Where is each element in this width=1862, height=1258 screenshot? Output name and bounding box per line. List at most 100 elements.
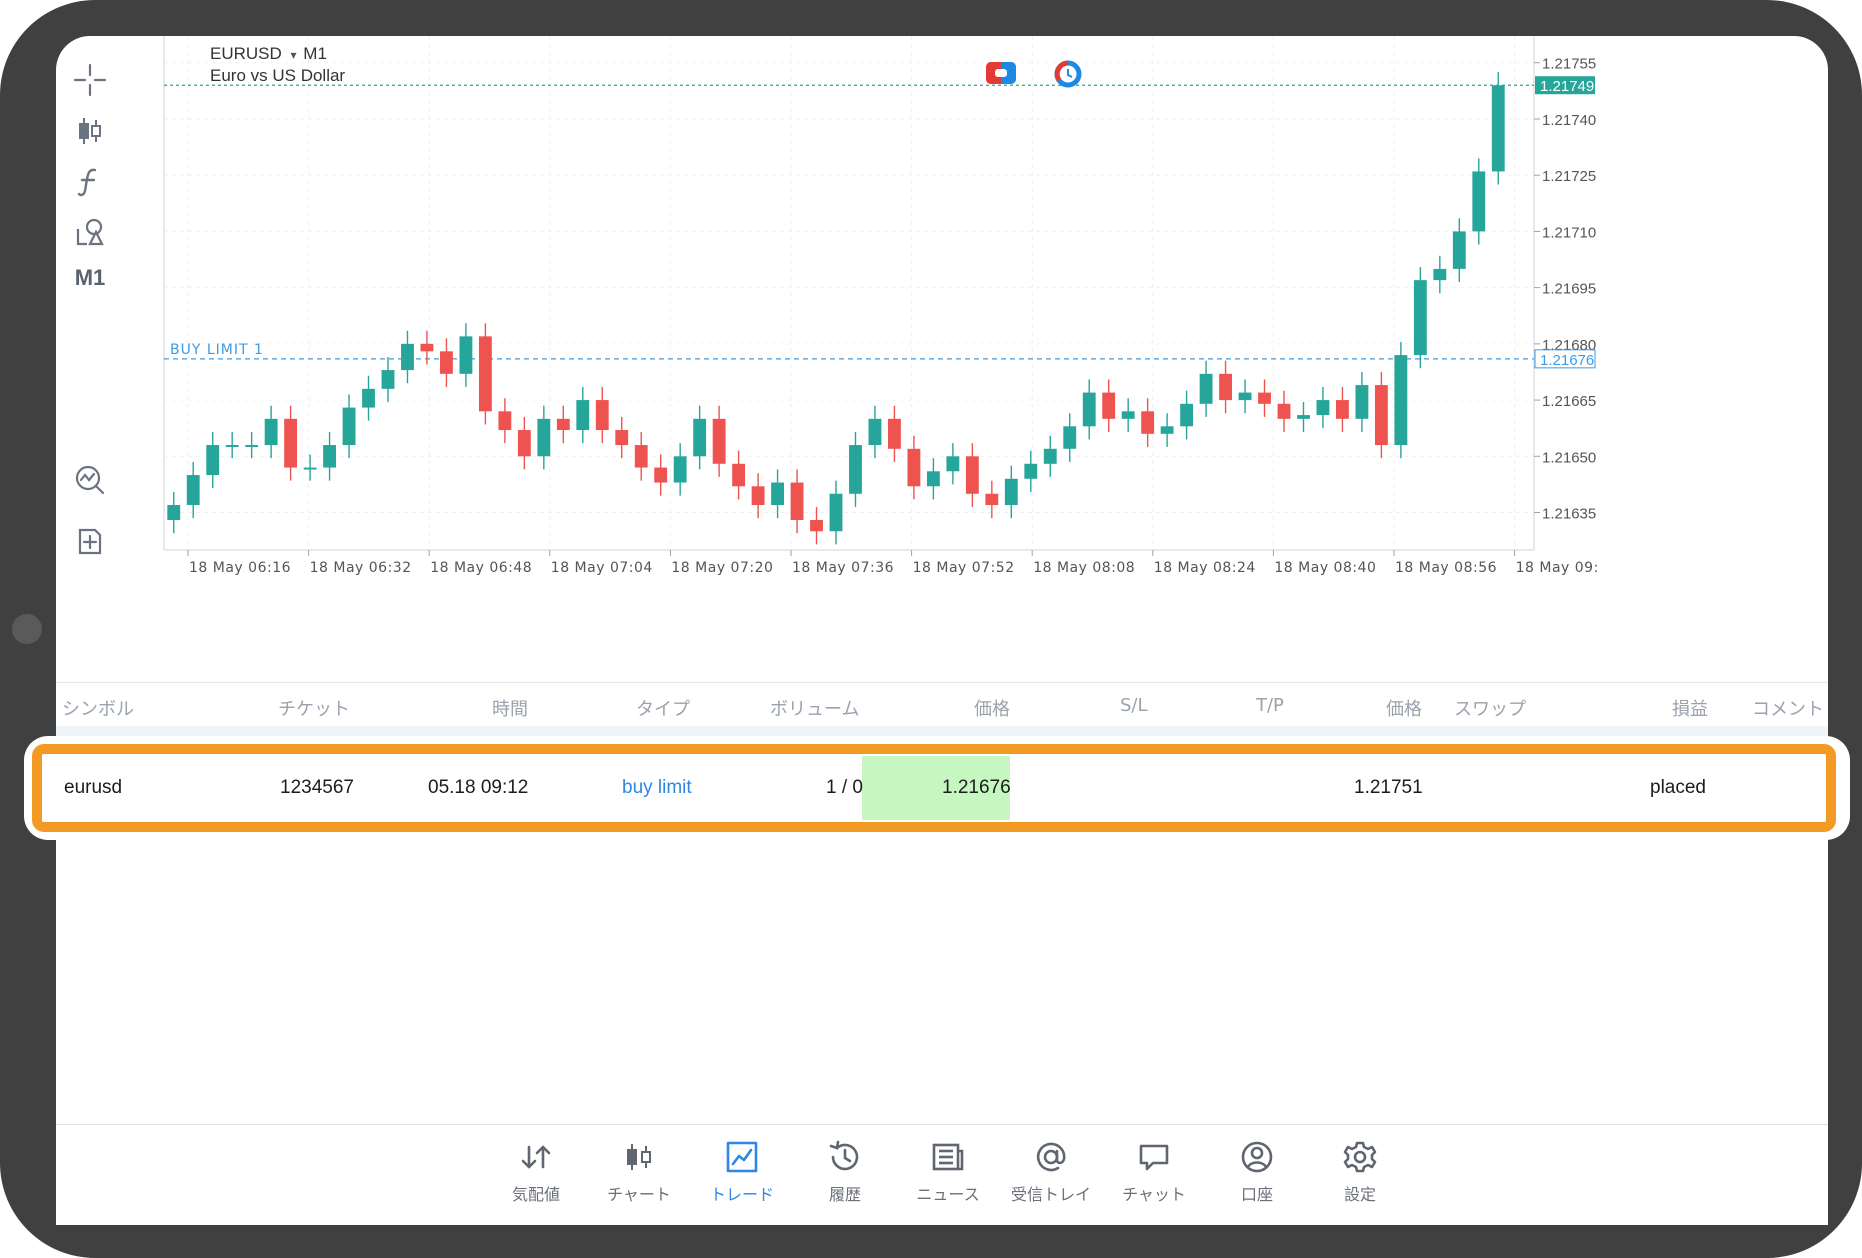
- bottom-navigation: 気配値 チャート トレード 履歴 ニュース 受信トレイ チャット 口座 設定: [56, 1124, 1828, 1225]
- symbol-name: EURUSD: [210, 44, 282, 63]
- order-current-price: 1.21751: [1354, 777, 1423, 798]
- col-ticket[interactable]: チケット: [278, 699, 350, 720]
- candle-body: [829, 493, 843, 532]
- device-camera-dot: [12, 614, 42, 644]
- x-tick-label: 18 May 07:36: [792, 560, 894, 576]
- candle-body: [790, 482, 804, 521]
- candle-body: [810, 520, 823, 532]
- candle-body: [907, 448, 921, 487]
- timeframe-label: M1: [74, 265, 106, 290]
- new-order-icon[interactable]: [68, 519, 112, 563]
- chart-type-icon[interactable]: [68, 109, 112, 153]
- order-time: 05.18 09:12: [428, 777, 529, 798]
- x-tick-label: 18 May 07:20: [671, 560, 773, 576]
- candle-body: [712, 418, 726, 464]
- col-current-price[interactable]: 価格: [1386, 699, 1422, 720]
- nav-chat[interactable]: チャット: [1104, 1125, 1204, 1225]
- y-tick-label: 1.21725: [1542, 168, 1596, 185]
- candle-body: [576, 400, 590, 431]
- candle-body: [1024, 463, 1038, 479]
- symbol-description: Euro vs US Dollar: [210, 66, 346, 85]
- candle-body: [517, 430, 531, 457]
- col-swap[interactable]: スワップ: [1454, 699, 1526, 720]
- nav-mailbox[interactable]: 受信トレイ: [1001, 1125, 1101, 1225]
- x-tick-label: 18 May 08:08: [1033, 560, 1135, 576]
- candle-body: [1316, 400, 1330, 416]
- x-tick-label: 18 May 07:04: [551, 560, 653, 576]
- indicators-icon[interactable]: [68, 160, 112, 204]
- col-time[interactable]: 時間: [492, 699, 528, 720]
- candle-body: [1102, 392, 1116, 419]
- symbol-dropdown-icon: ▾: [290, 48, 297, 62]
- candle-body: [1160, 426, 1174, 434]
- y-tick-label: 1.21635: [1542, 506, 1596, 523]
- candle-body: [556, 418, 570, 431]
- col-comment[interactable]: コメント: [1752, 699, 1824, 720]
- orders-table-header: シンボル チケット 時間 タイプ ボリューム 価格 S/L T/P 価格 スワッ…: [56, 682, 1828, 727]
- y-tick-label: 1.21665: [1542, 393, 1596, 410]
- current-price-label: 1.21749: [1540, 78, 1594, 95]
- candle-body: [1277, 403, 1291, 419]
- nav-settings[interactable]: 設定: [1310, 1125, 1410, 1225]
- app-screen: M1 BUY LIMIT 1 1.21755 1.21740 1.21725 1.21…: [56, 36, 1828, 1224]
- candle-body: [1413, 280, 1427, 356]
- col-price[interactable]: 価格: [974, 699, 1010, 720]
- candle-body: [965, 456, 979, 494]
- candle-body: [342, 407, 356, 446]
- candle-body: [186, 475, 200, 506]
- candle-body: [1082, 392, 1096, 427]
- candle-body: [401, 343, 414, 371]
- history-icon: [829, 1140, 859, 1171]
- candle-body: [1452, 231, 1466, 269]
- nav-quotes[interactable]: 気配値: [486, 1125, 586, 1225]
- timeframe-selector[interactable]: M1: [60, 256, 120, 300]
- crosshair-icon[interactable]: [68, 58, 112, 102]
- candle-body: [1258, 392, 1271, 404]
- col-tp[interactable]: T/P: [1256, 695, 1284, 716]
- candle-body: [167, 505, 181, 521]
- col-symbol[interactable]: シンボル: [62, 699, 134, 720]
- nav-account[interactable]: 口座: [1207, 1125, 1307, 1225]
- candle-body: [537, 418, 551, 457]
- candle-body: [1297, 415, 1310, 419]
- market-clock-icon[interactable]: [1054, 60, 1082, 88]
- price-chart[interactable]: BUY LIMIT 1 1.21755 1.21740 1.21725 1.21710…: [130, 36, 1828, 682]
- nav-trade[interactable]: トレード: [692, 1125, 792, 1225]
- nav-chat-label: チャット: [1122, 1185, 1186, 1204]
- candle-body: [985, 493, 999, 506]
- candle-body: [1141, 411, 1155, 434]
- candle-body: [1472, 171, 1486, 232]
- col-type[interactable]: タイプ: [636, 699, 690, 720]
- col-profit[interactable]: 損益: [1672, 699, 1708, 720]
- x-tick-label: 18 May 06:16: [189, 560, 291, 576]
- candle-body: [1238, 392, 1252, 401]
- y-tick-label: 1.21740: [1542, 112, 1596, 129]
- current-price-tag: [1535, 76, 1595, 95]
- nav-quotes-label: 気配値: [511, 1185, 560, 1204]
- candle-body: [1433, 268, 1447, 281]
- nav-news[interactable]: ニュース: [898, 1125, 998, 1225]
- nav-history[interactable]: 履歴: [795, 1125, 895, 1225]
- account-icon: [1241, 1141, 1273, 1173]
- x-tick-label: 18 May 06:32: [310, 560, 412, 576]
- objects-icon[interactable]: [68, 211, 112, 255]
- nav-mailbox-label: 受信トレイ: [1010, 1185, 1091, 1204]
- x-tick-label: 18 May 09:: [1516, 560, 1599, 576]
- order-type[interactable]: buy limit: [622, 777, 692, 798]
- nav-history-label: 履歴: [828, 1185, 861, 1204]
- candlestick-chart: BUY LIMIT 1 1.21755 1.21740 1.21725 1.21710…: [163, 36, 1599, 576]
- col-sl[interactable]: S/L: [1120, 695, 1148, 716]
- trade-signal-icon[interactable]: [68, 458, 112, 502]
- candle-body: [751, 486, 765, 506]
- one-click-trading-icon[interactable]: [986, 62, 1016, 84]
- nav-chart[interactable]: チャート: [589, 1125, 689, 1225]
- order-price-label: 1.21676: [1540, 352, 1594, 369]
- pending-order-row[interactable]: eurusd 1234567 05.18 09:12 buy limit 1 /…: [32, 744, 1836, 832]
- order-ticket: 1234567: [280, 777, 354, 798]
- col-volume[interactable]: ボリューム: [770, 699, 860, 720]
- chart-symbol-header[interactable]: EURUSD ▾ M1: [210, 44, 327, 64]
- candle-body: [634, 445, 648, 468]
- candle-body: [673, 456, 687, 483]
- candle-body: [771, 482, 784, 506]
- candle-body: [420, 343, 434, 352]
